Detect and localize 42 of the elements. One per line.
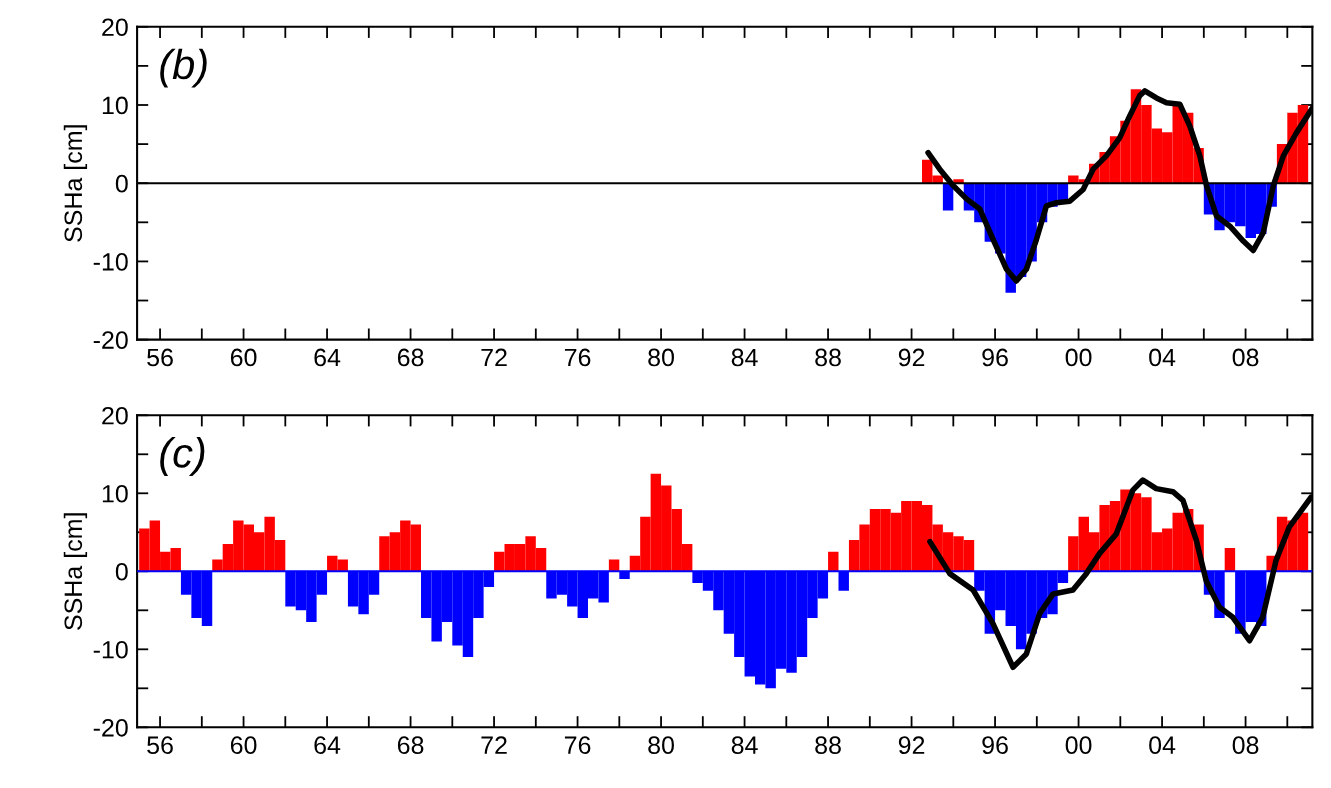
x-tick-label: 04 [1149, 736, 1176, 755]
x-tick-label: 76 [564, 736, 591, 755]
x-tick-label: 96 [982, 736, 1008, 755]
x-tick-label: 60 [230, 348, 257, 367]
y-tick-label: 0 [115, 562, 128, 581]
annotation: (b) [160, 48, 207, 88]
y-tick-label: 20 [102, 18, 128, 37]
x-tick-label: 04 [1149, 348, 1176, 367]
x-tick-label: 80 [648, 348, 674, 367]
y-axis-title: SSHa [cm] [63, 125, 88, 242]
y-tick-label: -10 [93, 253, 128, 271]
x-tick-label: 72 [481, 348, 507, 367]
x-tick-label: 64 [314, 736, 341, 755]
y-tick-label: 0 [115, 174, 128, 193]
x-tick-label: 60 [230, 736, 257, 755]
x-tick-label: 88 [815, 348, 841, 367]
x-tick-label: 68 [397, 348, 424, 367]
x-tick-label: 88 [815, 736, 841, 755]
x-tick-label: 72 [481, 736, 507, 754]
annotation: (c) [160, 437, 205, 476]
x-tick-label: 64 [314, 348, 341, 367]
x-tick-label: 00 [1065, 348, 1092, 367]
x-tick-label: 08 [1232, 348, 1259, 367]
y-tick-label: 10 [102, 484, 128, 503]
x-tick-label: 68 [397, 736, 424, 755]
y-tick-label: -10 [93, 640, 128, 659]
y-tick-label: -20 [93, 718, 128, 737]
y-tick-label: -20 [93, 331, 128, 349]
x-tick-label: 80 [648, 736, 674, 755]
x-tick-label: 56 [147, 348, 173, 367]
x-tick-label: 84 [731, 348, 758, 367]
x-tick-label: 84 [731, 736, 758, 755]
x-tick-label: 76 [564, 348, 591, 367]
x-tick-label: 92 [898, 736, 925, 755]
x-tick-label: 96 [982, 348, 1008, 367]
y-axis-title: SSHa [cm] [63, 513, 88, 630]
y-tick-label: 20 [102, 406, 128, 425]
x-tick-label: 08 [1232, 736, 1259, 755]
x-tick-label: 92 [898, 348, 925, 367]
x-tick-label: 00 [1065, 736, 1092, 755]
y-tick-label: 10 [102, 96, 128, 115]
x-tick-label: 56 [147, 736, 173, 755]
